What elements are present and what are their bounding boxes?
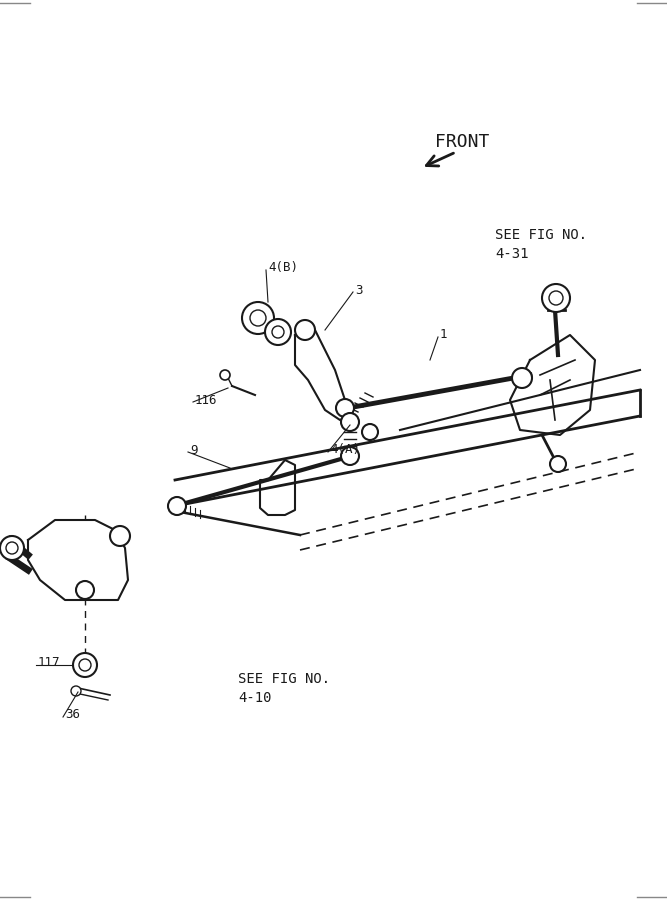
Circle shape: [265, 319, 291, 345]
Polygon shape: [260, 460, 295, 515]
Circle shape: [168, 497, 186, 515]
Text: 117: 117: [38, 656, 61, 670]
Circle shape: [295, 320, 315, 340]
Circle shape: [362, 424, 378, 440]
Text: 116: 116: [195, 393, 217, 407]
Circle shape: [76, 581, 94, 599]
Polygon shape: [510, 335, 595, 435]
Circle shape: [110, 526, 130, 546]
Circle shape: [220, 370, 230, 380]
Text: 3: 3: [355, 284, 362, 296]
Circle shape: [250, 310, 266, 326]
Circle shape: [71, 686, 81, 696]
Circle shape: [341, 447, 359, 465]
Circle shape: [542, 284, 570, 312]
Circle shape: [549, 291, 563, 305]
Circle shape: [242, 302, 274, 334]
Text: 4(A): 4(A): [330, 444, 360, 456]
Circle shape: [272, 326, 284, 338]
Text: 4(B): 4(B): [268, 262, 298, 274]
Circle shape: [512, 368, 532, 388]
Text: 1: 1: [440, 328, 448, 341]
Text: SEE FIG NO.
4-31: SEE FIG NO. 4-31: [495, 228, 587, 262]
Text: 36: 36: [65, 708, 80, 722]
Polygon shape: [295, 325, 350, 420]
Circle shape: [79, 659, 91, 671]
Text: FRONT: FRONT: [435, 133, 490, 151]
Circle shape: [0, 536, 24, 560]
Text: 9: 9: [190, 444, 197, 456]
Circle shape: [6, 542, 18, 554]
Polygon shape: [28, 520, 128, 600]
Text: SEE FIG NO.
4-10: SEE FIG NO. 4-10: [238, 672, 330, 706]
Circle shape: [73, 653, 97, 677]
Circle shape: [341, 413, 359, 431]
Circle shape: [336, 399, 354, 417]
Circle shape: [550, 456, 566, 472]
